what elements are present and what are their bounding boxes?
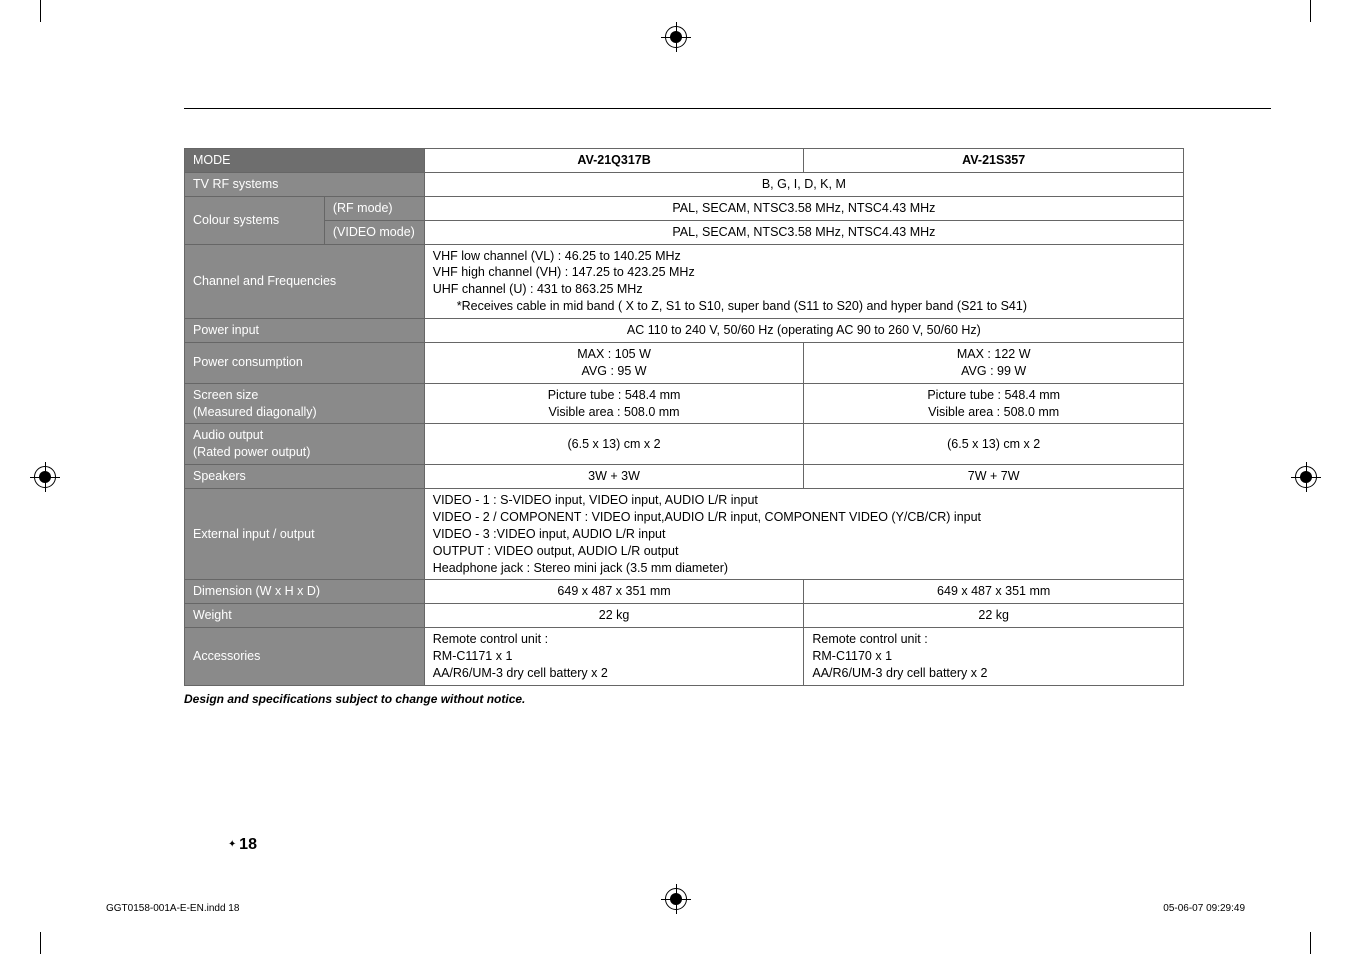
text-line: Remote control unit : xyxy=(812,631,1175,648)
crop-mark xyxy=(1310,0,1311,22)
row-label: Dimension (W x H x D) xyxy=(185,580,425,604)
header-rule xyxy=(184,108,1271,109)
registration-mark-left xyxy=(34,466,56,488)
text-line: AA/R6/UM-3 dry cell battery x 2 xyxy=(433,665,796,682)
text-line: *Receives cable in mid band ( X to Z, S1… xyxy=(433,298,1175,315)
registration-mark-right xyxy=(1295,466,1317,488)
text-line: VIDEO - 3 :VIDEO input, AUDIO L/R input xyxy=(433,526,1175,543)
row-value-b: 7W + 7W xyxy=(804,465,1184,489)
table-row: Power consumption MAX : 105 W AVG : 95 W… xyxy=(185,342,1184,383)
row-value: B, G, I, D, K, M xyxy=(424,172,1183,196)
text-line: Audio output xyxy=(193,427,416,444)
row-value: PAL, SECAM, NTSC3.58 MHz, NTSC4.43 MHz xyxy=(424,196,1183,220)
crop-mark xyxy=(40,0,41,22)
row-value-a: (6.5 x 13) cm x 2 xyxy=(424,424,804,465)
text-line: VIDEO - 2 / COMPONENT : VIDEO input,AUDI… xyxy=(433,509,1175,526)
row-value-a: MAX : 105 W AVG : 95 W xyxy=(424,342,804,383)
row-value: VHF low channel (VL) : 46.25 to 140.25 M… xyxy=(424,244,1183,319)
row-label: Colour systems xyxy=(185,196,325,244)
table-row: Screen size (Measured diagonally) Pictur… xyxy=(185,383,1184,424)
row-label: Power input xyxy=(185,319,425,343)
table-row: Dimension (W x H x D) 649 x 487 x 351 mm… xyxy=(185,580,1184,604)
row-label: Accessories xyxy=(185,628,425,686)
footer-left: GGT0158-001A-E-EN.indd 18 xyxy=(106,903,239,914)
table-row: Speakers 3W + 3W 7W + 7W xyxy=(185,465,1184,489)
row-label: Weight xyxy=(185,604,425,628)
text-line: Screen size xyxy=(193,387,416,404)
row-label: Screen size (Measured diagonally) xyxy=(185,383,425,424)
text-line: Picture tube : 548.4 mm xyxy=(433,387,796,404)
text-line: Remote control unit : xyxy=(433,631,796,648)
text-line: MAX : 122 W xyxy=(812,346,1175,363)
row-label: Audio output (Rated power output) xyxy=(185,424,425,465)
row-label: Speakers xyxy=(185,465,425,489)
text-line: RM-C1171 x 1 xyxy=(433,648,796,665)
text-line: OUTPUT : VIDEO output, AUDIO L/R output xyxy=(433,543,1175,560)
crop-mark xyxy=(1310,932,1311,954)
page-number: 18 xyxy=(228,836,257,854)
text-line: (Rated power output) xyxy=(193,444,416,461)
table-row: (VIDEO mode) PAL, SECAM, NTSC3.58 MHz, N… xyxy=(185,220,1184,244)
header-model-b: AV-21S357 xyxy=(804,149,1184,173)
row-value: PAL, SECAM, NTSC3.58 MHz, NTSC4.43 MHz xyxy=(424,220,1183,244)
row-value: VIDEO - 1 : S-VIDEO input, VIDEO input, … xyxy=(424,489,1183,580)
text-line: AVG : 99 W xyxy=(812,363,1175,380)
header-mode: MODE xyxy=(185,149,425,173)
row-value-b: 649 x 487 x 351 mm xyxy=(804,580,1184,604)
text-line: AVG : 95 W xyxy=(433,363,796,380)
text-line: VHF high channel (VH) : 147.25 to 423.25… xyxy=(433,264,1175,281)
row-value-b: MAX : 122 W AVG : 99 W xyxy=(804,342,1184,383)
row-value: AC 110 to 240 V, 50/60 Hz (operating AC … xyxy=(424,319,1183,343)
text-line: Picture tube : 548.4 mm xyxy=(812,387,1175,404)
table-row: MODE AV-21Q317B AV-21S357 xyxy=(185,149,1184,173)
table-row: Accessories Remote control unit : RM-C11… xyxy=(185,628,1184,686)
row-value-a: 3W + 3W xyxy=(424,465,804,489)
text-line: RM-C1170 x 1 xyxy=(812,648,1175,665)
row-label: Channel and Frequencies xyxy=(185,244,425,319)
row-value-b: (6.5 x 13) cm x 2 xyxy=(804,424,1184,465)
row-sublabel: (RF mode) xyxy=(324,196,424,220)
text-line: AA/R6/UM-3 dry cell battery x 2 xyxy=(812,665,1175,682)
spec-table: MODE AV-21Q317B AV-21S357 TV RF systems … xyxy=(184,148,1184,686)
text-line: VIDEO - 1 : S-VIDEO input, VIDEO input, … xyxy=(433,492,1175,509)
table-row: TV RF systems B, G, I, D, K, M xyxy=(185,172,1184,196)
table-row: Audio output (Rated power output) (6.5 x… xyxy=(185,424,1184,465)
row-value-b: 22 kg xyxy=(804,604,1184,628)
text-line: Visible area : 508.0 mm xyxy=(812,404,1175,421)
row-value-b: Picture tube : 548.4 mm Visible area : 5… xyxy=(804,383,1184,424)
row-value-a: 649 x 487 x 351 mm xyxy=(424,580,804,604)
row-value-a: Picture tube : 548.4 mm Visible area : 5… xyxy=(424,383,804,424)
row-label: TV RF systems xyxy=(185,172,425,196)
row-value-b: Remote control unit : RM-C1170 x 1 AA/R6… xyxy=(804,628,1184,686)
row-sublabel: (VIDEO mode) xyxy=(324,220,424,244)
design-note: Design and specifications subject to cha… xyxy=(184,692,1184,706)
row-label: External input / output xyxy=(185,489,425,580)
table-row: Power input AC 110 to 240 V, 50/60 Hz (o… xyxy=(185,319,1184,343)
spec-table-container: MODE AV-21Q317B AV-21S357 TV RF systems … xyxy=(184,148,1184,706)
table-row: Weight 22 kg 22 kg xyxy=(185,604,1184,628)
row-value-a: 22 kg xyxy=(424,604,804,628)
registration-mark-bottom xyxy=(665,888,687,910)
table-row: Colour systems (RF mode) PAL, SECAM, NTS… xyxy=(185,196,1184,220)
text-line: VHF low channel (VL) : 46.25 to 140.25 M… xyxy=(433,248,1175,265)
row-value-a: Remote control unit : RM-C1171 x 1 AA/R6… xyxy=(424,628,804,686)
header-model-a: AV-21Q317B xyxy=(424,149,804,173)
registration-mark-top xyxy=(665,26,687,48)
text-line: (Measured diagonally) xyxy=(193,404,416,421)
table-row: External input / output VIDEO - 1 : S-VI… xyxy=(185,489,1184,580)
text-line: UHF channel (U) : 431 to 863.25 MHz xyxy=(433,281,1175,298)
text-line: Visible area : 508.0 mm xyxy=(433,404,796,421)
footer-right: 05-06-07 09:29:49 xyxy=(1163,903,1245,914)
table-row: Channel and Frequencies VHF low channel … xyxy=(185,244,1184,319)
text-line: MAX : 105 W xyxy=(433,346,796,363)
crop-mark xyxy=(40,932,41,954)
text-line: Headphone jack : Stereo mini jack (3.5 m… xyxy=(433,560,1175,577)
row-label: Power consumption xyxy=(185,342,425,383)
page: MODE AV-21Q317B AV-21S357 TV RF systems … xyxy=(0,0,1351,954)
